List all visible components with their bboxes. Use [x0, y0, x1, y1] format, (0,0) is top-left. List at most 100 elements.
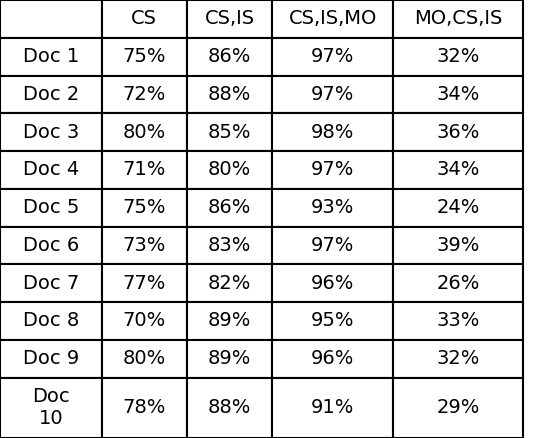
Text: Doc 6: Doc 6 [23, 236, 79, 255]
Text: CS: CS [131, 9, 157, 28]
Text: 83%: 83% [208, 236, 251, 255]
Bar [102, 340, 187, 378]
Text: 82%: 82% [208, 274, 251, 293]
Text: 97%: 97% [311, 236, 354, 255]
Text: 91%: 91% [311, 398, 354, 417]
Bar [102, 75, 187, 113]
Bar [187, 0, 272, 38]
Text: 71%: 71% [123, 160, 166, 180]
Bar [393, 0, 522, 38]
Bar [0, 75, 102, 113]
Text: 39%: 39% [436, 236, 480, 255]
Text: 36%: 36% [436, 123, 480, 141]
Text: 88%: 88% [208, 398, 251, 417]
Text: 80%: 80% [123, 123, 166, 141]
Bar [0, 340, 102, 378]
Text: 97%: 97% [311, 160, 354, 180]
Text: 96%: 96% [311, 349, 354, 368]
Text: 97%: 97% [311, 47, 354, 66]
Text: 24%: 24% [436, 198, 480, 217]
Text: Doc 7: Doc 7 [23, 274, 79, 293]
Text: 72%: 72% [123, 85, 166, 104]
Bar [187, 189, 272, 226]
Text: Doc 1: Doc 1 [23, 47, 79, 66]
Bar [272, 340, 393, 378]
Bar [393, 226, 522, 264]
Bar [187, 340, 272, 378]
Text: 34%: 34% [436, 85, 480, 104]
Bar [393, 340, 522, 378]
Text: 86%: 86% [208, 198, 251, 217]
Bar [272, 378, 393, 438]
Bar [393, 38, 522, 75]
Text: 89%: 89% [208, 311, 251, 330]
Text: 86%: 86% [208, 47, 251, 66]
Bar [272, 189, 393, 226]
Bar [272, 113, 393, 151]
Bar [187, 226, 272, 264]
Bar [393, 113, 522, 151]
Bar [0, 226, 102, 264]
Bar [0, 113, 102, 151]
Bar [393, 189, 522, 226]
Bar [187, 38, 272, 75]
Bar [187, 302, 272, 340]
Text: 78%: 78% [123, 398, 166, 417]
Text: 95%: 95% [311, 311, 355, 330]
Bar [0, 0, 102, 38]
Bar [393, 264, 522, 302]
Bar [393, 151, 522, 189]
Text: Doc 4: Doc 4 [23, 160, 79, 180]
Text: CS,IS,MO: CS,IS,MO [289, 9, 377, 28]
Text: 32%: 32% [436, 349, 480, 368]
Text: 80%: 80% [123, 349, 166, 368]
Bar [0, 302, 102, 340]
Bar [102, 113, 187, 151]
Text: Doc 8: Doc 8 [23, 311, 79, 330]
Bar [272, 75, 393, 113]
Text: 96%: 96% [311, 274, 354, 293]
Bar [187, 113, 272, 151]
Text: 80%: 80% [208, 160, 251, 180]
Bar [0, 189, 102, 226]
Text: MO,CS,IS: MO,CS,IS [414, 9, 502, 28]
Bar [393, 378, 522, 438]
Text: Doc 5: Doc 5 [23, 198, 79, 217]
Text: 26%: 26% [436, 274, 480, 293]
Bar [0, 151, 102, 189]
Bar [272, 38, 393, 75]
Bar [187, 378, 272, 438]
Bar [102, 189, 187, 226]
Text: 98%: 98% [311, 123, 354, 141]
Text: 32%: 32% [436, 47, 480, 66]
Bar [0, 264, 102, 302]
Bar [102, 151, 187, 189]
Bar [272, 0, 393, 38]
Bar [102, 302, 187, 340]
Bar [272, 302, 393, 340]
Text: Doc
10: Doc 10 [32, 387, 70, 428]
Text: CS,IS: CS,IS [205, 9, 255, 28]
Text: 93%: 93% [311, 198, 354, 217]
Text: 89%: 89% [208, 349, 251, 368]
Text: 85%: 85% [208, 123, 251, 141]
Text: 77%: 77% [123, 274, 166, 293]
Bar [272, 151, 393, 189]
Text: 70%: 70% [123, 311, 166, 330]
Text: 73%: 73% [123, 236, 166, 255]
Text: Doc 2: Doc 2 [23, 85, 79, 104]
Text: 75%: 75% [123, 198, 166, 217]
Bar [0, 378, 102, 438]
Bar [393, 302, 522, 340]
Text: 34%: 34% [436, 160, 480, 180]
Bar [102, 378, 187, 438]
Bar [102, 38, 187, 75]
Text: Doc 9: Doc 9 [23, 349, 79, 368]
Text: 88%: 88% [208, 85, 251, 104]
Bar [393, 75, 522, 113]
Text: Doc 3: Doc 3 [23, 123, 79, 141]
Bar [272, 226, 393, 264]
Bar [102, 264, 187, 302]
Text: 97%: 97% [311, 85, 354, 104]
Text: 33%: 33% [436, 311, 480, 330]
